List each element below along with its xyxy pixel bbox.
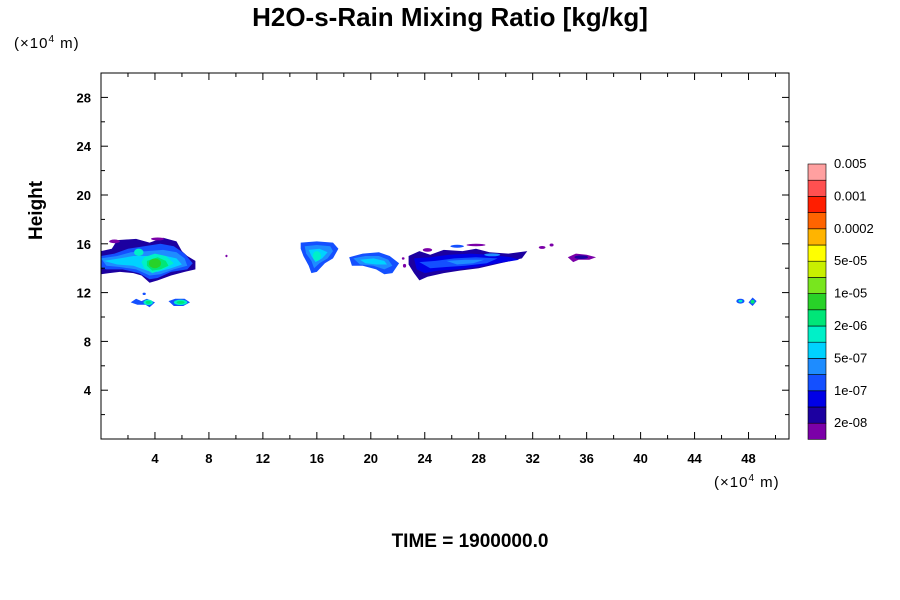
y-tick-label: 16: [77, 237, 91, 252]
field-layer: [101, 237, 757, 308]
rain-region: [484, 253, 501, 257]
rain-region: [446, 259, 485, 265]
x-axis-unit: (×104 m): [714, 473, 780, 491]
y-tick-label: 4: [84, 383, 92, 398]
colorbar-swatch: [807, 212, 827, 230]
rain-region: [145, 300, 151, 304]
rain-region: [538, 245, 546, 249]
rain-region: [401, 257, 405, 260]
rain-region: [466, 243, 486, 247]
rain-region: [150, 237, 165, 241]
colorbar-swatch: [807, 422, 827, 440]
x-tick-label: 8: [205, 451, 212, 466]
colorbar-swatch: [807, 293, 827, 311]
y-tick-label: 28: [77, 90, 91, 105]
colorbar-swatch: [807, 406, 827, 424]
x-tick-label: 44: [687, 451, 702, 466]
colorbar-swatch: [807, 228, 827, 246]
colorbar-label: 2e-06: [834, 318, 867, 333]
x-tick-label: 12: [256, 451, 270, 466]
rain-region: [134, 248, 144, 256]
rain-region: [109, 239, 120, 244]
x-tick-label: 16: [310, 451, 324, 466]
colorbar-label: 5e-05: [834, 253, 867, 268]
y-tick-label: 8: [84, 334, 91, 349]
colorbar-swatch: [807, 277, 827, 294]
x-tick-label: 32: [525, 451, 539, 466]
rain-region: [750, 299, 755, 304]
x-tick-label: 24: [418, 451, 433, 466]
colorbar-label: 2e-08: [834, 415, 867, 430]
x-tick-label: 28: [471, 451, 485, 466]
colorbar-swatch: [807, 358, 827, 375]
rain-region: [312, 251, 321, 261]
x-tick-label: 40: [633, 451, 647, 466]
colorbar-swatch: [807, 309, 827, 327]
colorbar-swatch: [807, 341, 827, 359]
x-tick-label: 48: [741, 451, 755, 466]
rain-region: [422, 248, 433, 252]
rain-region: [360, 258, 387, 265]
y-tick-label: 20: [77, 188, 91, 203]
rain-region: [176, 300, 185, 304]
colorbar-swatch: [807, 390, 827, 408]
rain-region: [549, 243, 554, 247]
rain-region: [738, 299, 743, 303]
colorbar-swatch: [807, 260, 827, 278]
y-tick-label: 24: [77, 139, 92, 154]
colorbar-swatch: [807, 196, 827, 213]
rain-region: [142, 292, 146, 296]
rain-region: [450, 244, 464, 248]
rain-region: [225, 254, 228, 258]
plot-frame: [100, 72, 790, 440]
y-axis-unit: (×104 m): [14, 34, 80, 52]
time-label: TIME = 1900000.0: [391, 531, 549, 552]
chart-title: H2O-s-Rain Mixing Ratio [kg/kg]: [252, 2, 648, 32]
colorbar-swatch: [807, 374, 827, 392]
rain-region: [574, 255, 588, 260]
rain-region: [148, 258, 162, 269]
rain-region: [402, 263, 407, 268]
x-tick-label: 4: [151, 451, 159, 466]
x-tick-label: 20: [364, 451, 378, 466]
colorbar-label: 0.005: [834, 156, 867, 171]
colorbar-label: 1e-07: [834, 383, 867, 398]
colorbar-label: 1e-05: [834, 286, 867, 301]
colorbar-label: 0.001: [834, 188, 867, 203]
colorbar-label: 0.0002: [834, 221, 874, 236]
colorbar-swatch: [807, 244, 827, 262]
colorbar-swatch: [807, 179, 827, 197]
colorbar-swatch: [807, 325, 827, 343]
y-tick-label: 12: [77, 286, 91, 301]
x-tick-label: 36: [579, 451, 593, 466]
colorbar: 2e-08 1e-07 5e-07 2e-06 1e-05 5e-05 0.0002 0.00…: [807, 156, 874, 440]
colorbar-label: 5e-07: [834, 350, 867, 365]
colorbar-swatch: [807, 163, 827, 181]
